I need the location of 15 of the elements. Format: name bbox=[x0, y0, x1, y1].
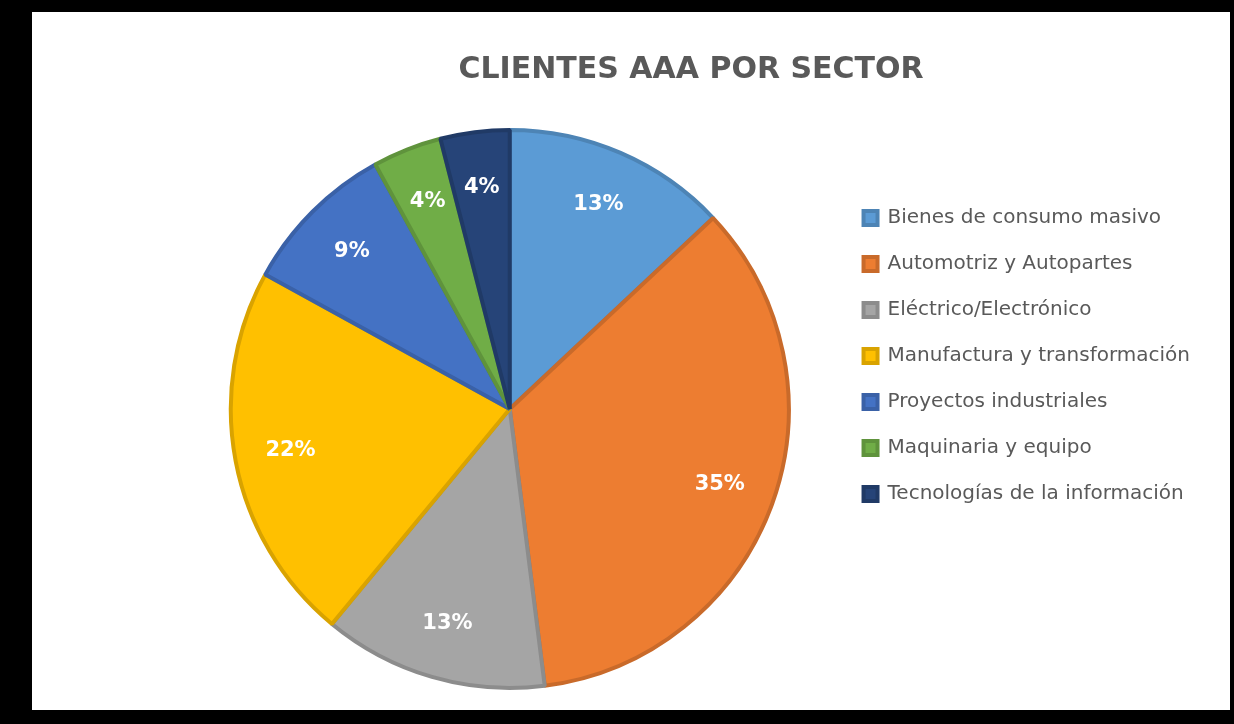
legend-label: Manufactura y transformación bbox=[887, 342, 1191, 367]
legend-label: Automotriz y Autopartes bbox=[887, 250, 1133, 275]
data-label: 4% bbox=[463, 174, 500, 199]
data-label: 9% bbox=[334, 237, 370, 262]
data-label: 13% bbox=[573, 190, 624, 215]
data-label: 22% bbox=[265, 437, 316, 462]
data-label: 35% bbox=[694, 471, 745, 496]
chart-title: CLIENTES AAA POR SECTOR bbox=[458, 49, 924, 85]
legend-label: Tecnologías de la información bbox=[886, 480, 1184, 505]
legend-label: Proyectos industriales bbox=[887, 388, 1108, 413]
legend-label: Bienes de consumo masivo bbox=[887, 204, 1162, 229]
legend-label: Eléctrico/Electrónico bbox=[887, 296, 1092, 321]
data-label: 4% bbox=[409, 187, 446, 212]
data-label: 13% bbox=[422, 609, 473, 634]
legend-label: Maquinaria y equipo bbox=[887, 434, 1092, 459]
